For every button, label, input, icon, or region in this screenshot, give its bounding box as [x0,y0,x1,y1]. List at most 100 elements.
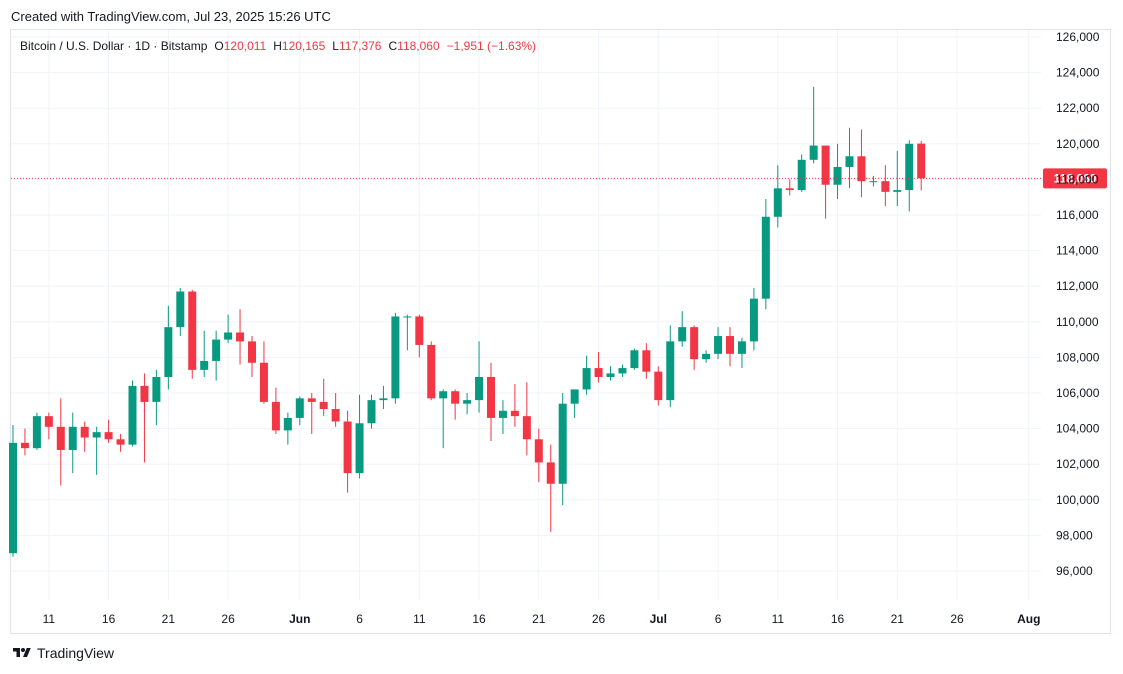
legend-low-label: L [332,39,339,53]
candle-body-down [188,291,197,370]
candle-body-up [570,389,579,404]
y-tick-label: 100,000 [1056,493,1100,507]
legend-close-label: C [388,39,398,53]
candle-body-up [224,332,233,340]
y-tick-label: 126,000 [1056,30,1100,44]
candle-body-up [737,341,746,354]
candle-body-down [80,426,89,438]
candle-body-up [355,423,364,474]
chart-frame[interactable] [10,29,1111,634]
candle-body-up [678,327,687,342]
x-tick-label: Jun [289,612,310,626]
candle-body-up [809,145,818,160]
last-price-label: 118,060 [1054,171,1097,185]
legend: Bitcoin / U.S. Dollar · 1D · Bitstamp O12… [20,39,536,53]
x-tick-label: 21 [532,612,546,626]
candle-body-up [714,336,723,354]
candle-body-up [702,353,711,360]
y-tick-label: 96,000 [1056,564,1093,578]
candle-body-down [319,401,328,410]
footer-brand[interactable]: TradingView [11,645,114,661]
candle-body-up [905,143,914,191]
candle-body-up [833,166,842,185]
candle-body-down [821,145,830,185]
candle-body-down [487,376,495,418]
y-tick-label: 122,000 [1056,101,1100,115]
legend-change-value: −1,951 (−1.63%) [446,39,537,53]
legend-low-value: 117,376 [338,39,382,53]
x-tick-label: Aug [1017,612,1040,626]
candle-body-down [522,416,531,440]
x-tick-label: 6 [356,612,363,626]
y-axis: 96,000 98,000 100,000 102,000 104,000 106,000… [1056,30,1100,578]
candle-body-down [510,410,519,417]
candle-body-down [259,362,268,402]
y-tick-label: 108,000 [1056,350,1100,364]
candle-body-up [164,327,173,377]
candle-body-down [343,421,352,474]
candle-body-down [56,426,65,450]
candle-body-up [176,291,185,328]
candle-body-up [761,216,770,299]
x-tick-label: 11 [772,612,785,626]
x-tick-label: 26 [950,612,964,626]
y-tick-label: 124,000 [1056,66,1100,80]
legend-symbol: Bitcoin / U.S. Dollar · 1D · Bitstamp [20,39,208,53]
candle-body-up [68,426,77,450]
candle-body-up [666,341,675,401]
x-tick-label: Jul [650,612,667,626]
y-tick-label: 116,000 [1056,208,1099,222]
y-tick-label: 112,000 [1056,279,1099,293]
candle-body-up [845,156,854,167]
grid-lines [11,30,1041,600]
x-tick-label: 11 [413,612,426,626]
x-tick-label: 26 [592,612,606,626]
legend-close-value: 118,060 [397,39,440,53]
candles [9,86,926,557]
legend-open-value: 120,011 [223,39,267,53]
candle-body-up [128,385,137,445]
candle-body-down [654,371,663,401]
candle-body-up [498,410,507,418]
candle-body-up [403,316,412,318]
candle-body-up [558,403,567,484]
candle-body-up [773,188,782,217]
candle-body-down [427,344,436,399]
candle-body-down [594,368,603,377]
candle-body-up [212,339,221,361]
candle-body-up [9,442,17,554]
candle-body-down [785,188,794,191]
candle-body-up [630,350,639,369]
candle-body-down [690,327,699,360]
y-tick-label: 102,000 [1056,457,1100,471]
candle-body-up [200,360,209,370]
candle-body-up [463,400,472,404]
candle-body-up [618,368,627,374]
candle-body-up [749,298,758,342]
candle-body-down [917,143,926,179]
candle-body-down [451,391,460,404]
x-tick-label: 21 [891,612,905,626]
tradingview-logo-icon [13,648,31,657]
candle-body-up [439,391,448,399]
created-with-header: Created with TradingView.com, Jul 23, 20… [11,9,331,24]
candle-body-up [92,432,101,438]
candle-body-down [331,409,340,422]
candle-body-down [415,316,424,345]
x-tick-label: 26 [221,612,235,626]
candle-body-down [236,332,245,342]
candle-body-down [881,181,890,192]
y-tick-label: 114,000 [1056,244,1099,258]
candle-body-down [104,432,113,440]
legend-high-label: H [273,39,282,53]
x-tick-label: 21 [162,612,176,626]
x-tick-label: 16 [831,612,845,626]
candle-body-down [116,439,125,445]
candle-body-up [869,181,878,183]
candle-body-down [271,401,280,431]
candle-body-down [546,462,555,484]
candle-body-down [140,385,149,402]
candle-body-up [893,190,902,192]
candle-body-down [726,336,734,354]
